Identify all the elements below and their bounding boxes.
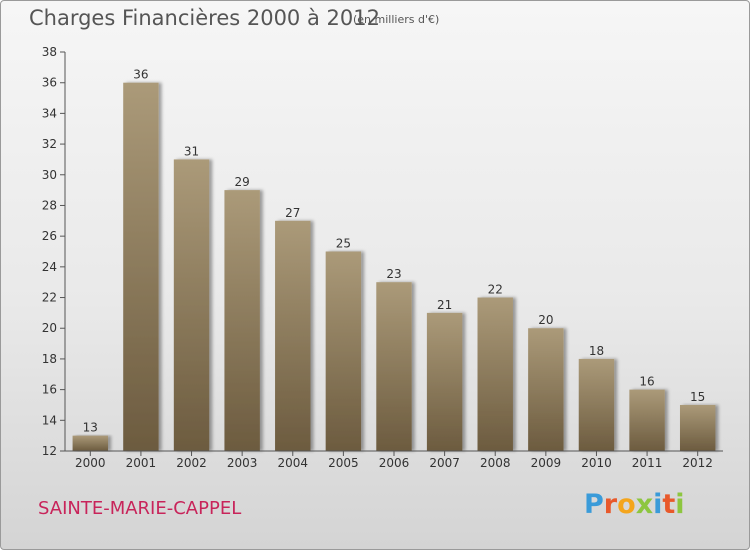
x-tick-label: 2010 — [581, 456, 612, 470]
y-tick-label: 38 — [42, 45, 57, 59]
y-axis: 12 14 16 18 20 22 24 26 28 30 32 34 36 38 — [42, 45, 66, 458]
y-tick-label: 34 — [42, 106, 57, 120]
bar-2004 — [275, 220, 311, 451]
logo-letter: P — [584, 489, 604, 520]
bar-value-label: 29 — [235, 175, 250, 189]
bar-value-label: 22 — [488, 283, 503, 297]
y-tick-label: 26 — [42, 229, 57, 243]
chart-subtitle: (en milliers d'€) — [353, 13, 440, 26]
bar-2010 — [578, 358, 615, 451]
bar-2007 — [426, 312, 463, 451]
logo-letter: o — [617, 489, 636, 520]
logo-letter: r — [603, 489, 618, 520]
bar-2006 — [376, 282, 412, 451]
x-tick-label: 2000 — [75, 456, 106, 470]
bar-value-label: 25 — [336, 237, 351, 251]
bar-value-label: 27 — [285, 206, 300, 220]
y-tick-label: 18 — [42, 352, 57, 366]
bar-value-label: 36 — [133, 68, 148, 82]
y-tick-label: 22 — [42, 291, 57, 305]
y-tick-label: 24 — [42, 260, 57, 274]
x-tick-label: 2006 — [379, 456, 410, 470]
logo-letter: t — [662, 489, 676, 520]
bar-value-label: 18 — [589, 344, 604, 358]
bar-value-label: 31 — [184, 144, 199, 158]
bar-2002 — [173, 159, 210, 451]
logo-letter: x — [635, 489, 654, 520]
x-axis: 2000 2001 2002 2003 2004 2005 2006 2007 2008 2009… — [65, 450, 723, 470]
bar-2005 — [325, 251, 362, 451]
x-tick-label: 2012 — [682, 456, 713, 470]
city-name: SAINTE-MARIE-CAPPEL — [38, 498, 242, 519]
bar-2001 — [123, 82, 159, 451]
chart-title: Charges Financières 2000 à 2012 — [29, 6, 380, 30]
bar-2008 — [477, 297, 513, 451]
bar-value-label: 23 — [386, 267, 401, 281]
bar-2009 — [528, 328, 564, 451]
bar-value-label: 21 — [437, 298, 452, 312]
x-tick-label: 2001 — [126, 456, 157, 470]
x-tick-label: 2005 — [328, 456, 359, 470]
bar-2011 — [629, 389, 665, 451]
x-tick-label: 2011 — [632, 456, 663, 470]
y-tick-label: 12 — [42, 444, 57, 458]
y-tick-label: 30 — [42, 168, 57, 182]
y-tick-label: 14 — [42, 413, 57, 427]
x-tick-label: 2007 — [429, 456, 460, 470]
logo-letter: i — [653, 489, 663, 520]
x-tick-label: 2009 — [531, 456, 562, 470]
y-tick-label: 16 — [42, 383, 57, 397]
proxiti-logo[interactable]: Proxiti — [584, 489, 685, 520]
y-tick-label: 20 — [42, 321, 57, 335]
x-tick-label: 2004 — [277, 456, 308, 470]
x-tick-label: 2008 — [480, 456, 511, 470]
bar-value-label: 13 — [83, 421, 98, 435]
logo-letter: i — [675, 489, 685, 520]
x-tick-label: 2003 — [227, 456, 258, 470]
y-tick-label: 36 — [42, 76, 57, 90]
bar-value-label: 15 — [690, 390, 705, 404]
bar-value-label: 16 — [639, 375, 654, 389]
y-tick-label: 28 — [42, 198, 57, 212]
x-tick-label: 2002 — [176, 456, 207, 470]
bars: 13 36 31 29 27 25 23 21 22 20 18 16 15 — [72, 68, 716, 451]
y-tick-label: 32 — [42, 137, 57, 151]
bar-2003 — [224, 190, 260, 451]
bar-2000 — [72, 435, 109, 451]
bar-value-label: 20 — [538, 313, 553, 327]
bar-2012 — [679, 404, 716, 451]
